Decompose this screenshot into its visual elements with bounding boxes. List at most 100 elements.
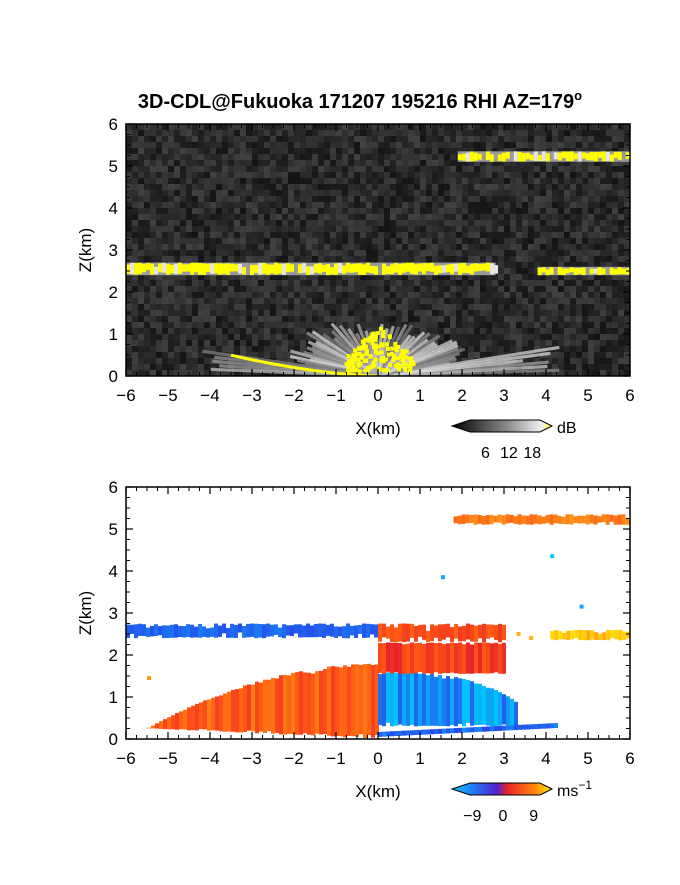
backscatter-layer-pixel [346,262,350,273]
noise-pixel [168,202,174,208]
noise-pixel [582,190,588,196]
noise-pixel [168,250,174,256]
noise-pixel [582,334,588,340]
backscatter-layer-pixel [593,268,598,274]
noise-pixel [510,238,516,244]
noise-pixel [522,262,528,268]
noise-pixel [150,226,156,232]
backscatter-layer-pixel [326,263,330,276]
backscatter-layer-pixel [533,151,538,161]
noise-pixel [540,250,546,256]
noise-pixel [294,136,300,142]
velocity-ground-pixel [466,727,470,733]
noise-pixel [522,190,528,196]
noise-pixel [618,340,624,346]
velocity-ground-pixel [378,731,382,737]
noise-pixel [222,196,228,202]
noise-pixel [576,298,582,304]
velocity-region-pixel [163,719,167,730]
noise-pixel [534,214,540,220]
noise-pixel [468,334,474,340]
noise-pixel [360,274,366,280]
backscatter-layer-pixel [617,151,622,160]
backscatter-strong-echo [411,362,416,367]
noise-pixel [456,256,462,262]
noise-pixel [390,274,396,280]
noise-pixel [270,178,276,184]
noise-pixel [330,286,336,292]
noise-pixel [408,232,414,238]
noise-pixel [432,310,438,316]
velocity-ground-pixel [426,729,430,735]
noise-pixel [528,256,534,262]
noise-pixel [588,352,594,358]
noise-pixel [612,310,618,316]
backscatter-layer-pixel [613,268,618,275]
noise-pixel [210,364,216,370]
noise-pixel [240,160,246,166]
noise-pixel [336,244,342,250]
noise-pixel [366,316,372,322]
noise-pixel [534,292,540,298]
noise-pixel [222,286,228,292]
noise-pixel [390,310,396,316]
noise-pixel [228,166,234,172]
noise-pixel [510,346,516,352]
noise-pixel [186,130,192,136]
noise-pixel [624,190,630,196]
backscatter-layer-pixel [162,262,166,273]
noise-pixel [324,256,330,262]
velocity-layer-pixel [338,626,342,637]
noise-pixel [480,232,486,238]
noise-pixel [294,220,300,226]
noise-pixel [258,280,264,286]
noise-pixel [282,214,288,220]
noise-pixel [264,208,270,214]
noise-pixel [330,130,336,136]
noise-pixel [576,310,582,316]
velocity-layer-pixel [501,515,506,525]
noise-pixel [504,124,510,130]
noise-pixel [444,196,450,202]
noise-pixel [540,226,546,232]
noise-pixel [402,130,408,136]
noise-pixel [186,328,192,334]
noise-pixel [312,172,318,178]
noise-pixel [624,280,630,286]
noise-pixel [612,280,618,286]
noise-pixel [594,298,600,304]
noise-pixel [348,274,354,280]
noise-pixel [462,130,468,136]
noise-pixel [216,322,222,328]
noise-pixel [210,190,216,196]
noise-pixel [174,190,180,196]
noise-pixel [570,124,576,130]
noise-pixel [456,172,462,178]
noise-pixel [282,250,288,256]
noise-pixel [156,178,162,184]
noise-pixel [426,322,432,328]
noise-pixel [546,322,552,328]
noise-pixel [384,202,390,208]
noise-pixel [426,274,432,280]
noise-pixel [618,136,624,142]
noise-pixel [564,160,570,166]
noise-pixel [444,250,450,256]
velocity-xtick-label: −6 [116,749,135,768]
noise-pixel [540,220,546,226]
noise-pixel [270,226,276,232]
noise-pixel [480,196,486,202]
noise-pixel [228,250,234,256]
noise-pixel [606,178,612,184]
noise-pixel [216,214,222,220]
noise-pixel [156,160,162,166]
backscatter-strong-echo [402,351,407,356]
noise-pixel [474,148,480,154]
noise-pixel [222,280,228,286]
noise-pixel [366,232,372,238]
noise-pixel [150,358,156,364]
noise-pixel [504,202,510,208]
noise-pixel [420,238,426,244]
noise-pixel [510,160,516,166]
backscatter-layer-pixel [210,263,214,274]
